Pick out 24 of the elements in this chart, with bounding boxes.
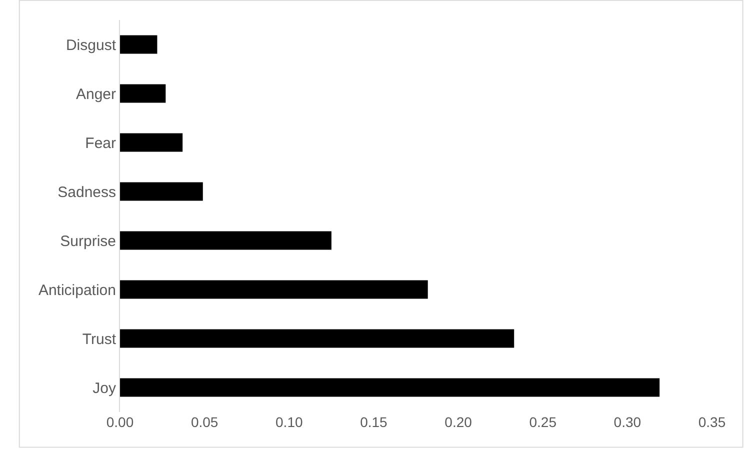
x-tick-label: 0.00 xyxy=(106,414,134,430)
bar xyxy=(120,182,203,201)
y-tick-label: Anger xyxy=(76,86,116,103)
bar xyxy=(120,133,183,152)
bar xyxy=(120,378,660,397)
bar xyxy=(120,231,332,250)
x-tick-label: 0.30 xyxy=(614,414,642,430)
x-tick-label: 0.10 xyxy=(276,414,303,430)
x-tick-label: 0.20 xyxy=(444,414,472,430)
bar xyxy=(120,280,428,299)
y-tick-label: Fear xyxy=(85,134,116,152)
bar xyxy=(120,329,514,348)
bar xyxy=(120,35,158,54)
y-tick-label: Anticipation xyxy=(38,282,116,299)
bar xyxy=(120,84,166,103)
x-tick-label: 0.15 xyxy=(360,414,388,430)
x-tick-label: 0.25 xyxy=(529,414,557,430)
y-tick-label: Joy xyxy=(92,380,116,397)
x-tick-label: 0.05 xyxy=(190,414,218,430)
y-tick-label: Surprise xyxy=(60,232,116,250)
y-tick-label: Trust xyxy=(82,330,117,348)
x-tick-label: 0.35 xyxy=(698,414,726,430)
y-tick-label: Sadness xyxy=(58,184,116,201)
y-tick-label: Disgust xyxy=(66,36,117,54)
